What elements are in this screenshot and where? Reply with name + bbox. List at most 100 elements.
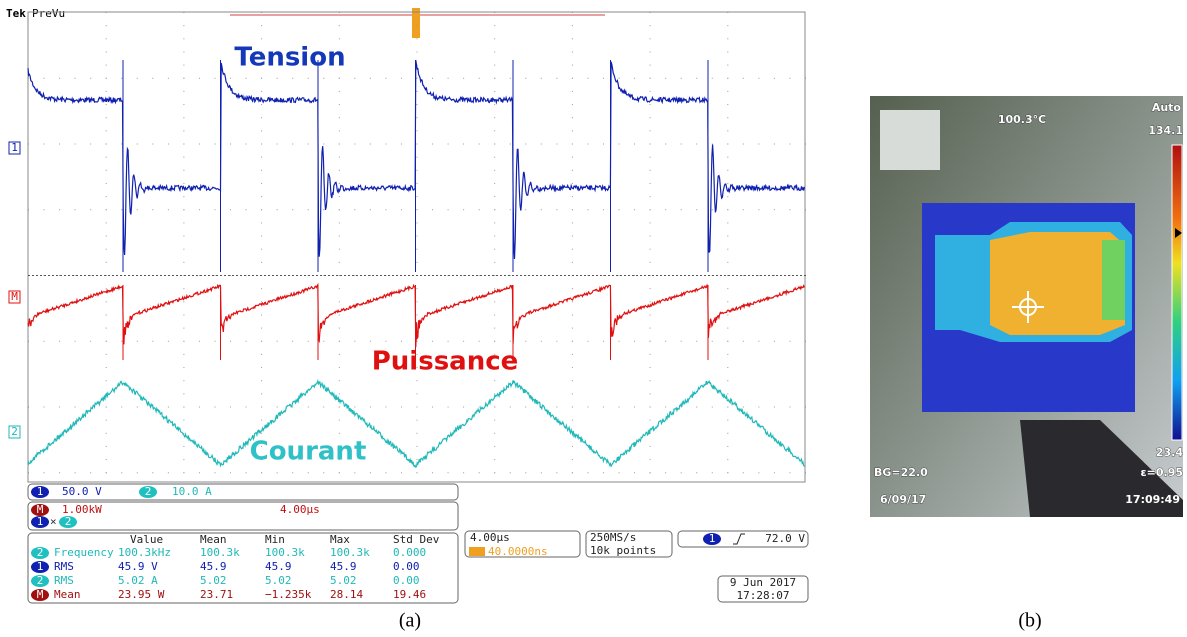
grid-dot	[494, 104, 496, 106]
grid-dot	[587, 472, 589, 474]
grid-dot	[261, 104, 263, 106]
grid-dot	[261, 38, 263, 40]
info-text: Mean	[200, 533, 227, 546]
center-dot	[524, 275, 526, 276]
grid-dot	[665, 406, 667, 408]
grid-dot	[323, 77, 325, 79]
center-dot	[620, 275, 622, 276]
center-dot	[632, 275, 634, 276]
grid-dot	[416, 222, 418, 224]
center-dot	[376, 275, 378, 276]
grid-dot	[509, 406, 511, 408]
center-dot	[424, 275, 426, 276]
grid-dot	[571, 38, 573, 40]
grid-dot	[323, 209, 325, 211]
center-dot	[60, 275, 62, 276]
grid-dot	[680, 472, 682, 474]
grid-dot	[338, 156, 340, 158]
center-dot	[188, 275, 190, 276]
grid-dot	[183, 432, 185, 434]
grid-dot	[121, 406, 123, 408]
grid-dot	[727, 445, 729, 447]
grid-dot	[711, 340, 713, 342]
grid-dot	[307, 77, 309, 79]
center-dot	[692, 275, 694, 276]
center-dot	[388, 275, 390, 276]
grid-dot	[338, 472, 340, 474]
grid-dot	[494, 261, 496, 263]
grid-dot	[649, 182, 651, 184]
center-dot	[804, 275, 806, 276]
grid-dot	[727, 406, 729, 408]
grid-dot	[74, 340, 76, 342]
info-text: 45.9	[265, 560, 292, 573]
grid-dot	[183, 77, 185, 79]
grid-dot	[432, 77, 434, 79]
grid-dot	[105, 77, 107, 79]
center-dot	[540, 275, 542, 276]
center-dot	[744, 275, 746, 276]
center-dot	[420, 275, 422, 276]
grid-dot	[261, 169, 263, 171]
grid-dot	[323, 275, 325, 276]
grid-dot	[711, 472, 713, 474]
bar-marker	[1175, 228, 1182, 238]
center-dot	[360, 275, 362, 276]
grid-dot	[649, 419, 651, 421]
center-dot	[164, 275, 166, 276]
grid-dot	[183, 393, 185, 395]
center-dot	[616, 275, 618, 276]
center-dot	[216, 275, 218, 276]
grid-dot	[649, 90, 651, 92]
grid-dot	[773, 406, 775, 408]
center-dot	[628, 275, 630, 276]
grid-dot	[261, 327, 263, 329]
center-dot	[284, 275, 286, 276]
grid-dot	[183, 248, 185, 250]
grid-dot	[494, 182, 496, 184]
grid-dot	[276, 77, 278, 79]
grid-dot	[727, 353, 729, 355]
grid-dot	[463, 275, 465, 276]
grid-dot	[727, 314, 729, 316]
grid-dot	[214, 340, 216, 342]
grid-dot	[183, 340, 185, 342]
grid-dot	[105, 222, 107, 224]
grid-dot	[571, 51, 573, 53]
grid-dot	[416, 367, 418, 369]
grid-dot	[261, 288, 263, 290]
grid-dot	[649, 288, 651, 290]
grid-dot	[121, 77, 123, 79]
center-dot	[468, 275, 470, 276]
grid-dot	[649, 64, 651, 66]
center-dot	[340, 275, 342, 276]
grid-dot	[105, 196, 107, 198]
grid-dot	[338, 445, 340, 447]
grid-dot	[571, 156, 573, 158]
grid-dot	[571, 90, 573, 92]
grid-dot	[338, 235, 340, 237]
grid-dot	[152, 472, 154, 474]
center-dot	[556, 275, 558, 276]
grid-dot	[385, 472, 387, 474]
center-dot	[668, 275, 670, 276]
caption: (b)	[1018, 610, 1041, 632]
center-dot	[732, 275, 734, 276]
grid-dot	[230, 143, 232, 145]
grid-dot	[183, 406, 185, 408]
grid-dot	[494, 64, 496, 66]
center-dot	[492, 275, 494, 276]
grid-dot	[261, 406, 263, 408]
grid-dot	[183, 261, 185, 263]
grid-dot	[742, 340, 744, 342]
center-dot	[124, 275, 126, 276]
grid-dot	[261, 459, 263, 461]
info-text: 0.00	[393, 560, 420, 573]
center-dot	[368, 275, 370, 276]
grid-dot	[525, 406, 527, 408]
grid-dot	[447, 406, 449, 408]
center-dot	[672, 275, 674, 276]
grid-dot	[261, 156, 263, 158]
center-dot	[600, 275, 602, 276]
grid-dot	[245, 209, 247, 211]
